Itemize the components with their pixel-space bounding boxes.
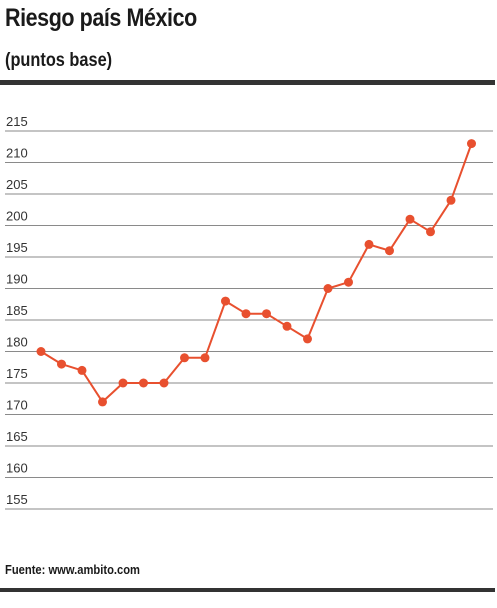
bottom-rule (0, 588, 495, 592)
y-tick-label: 170 (6, 398, 28, 413)
chart-title: Riesgo país México (5, 4, 197, 32)
data-point-8 (200, 353, 210, 363)
data-point-14 (323, 284, 333, 293)
data-point-21 (467, 139, 476, 149)
data-point-15 (344, 277, 353, 287)
data-point-4 (118, 378, 128, 388)
data-point-20 (446, 195, 456, 205)
data-point-5 (139, 378, 148, 388)
top-rule (0, 80, 495, 85)
series-line (40, 143, 473, 403)
data-point-10 (241, 309, 251, 319)
series-line-path (40, 143, 473, 403)
source-note: Fuente: www.ambito.com (5, 562, 141, 577)
data-point-0 (36, 347, 46, 356)
y-tick-label: 165 (6, 429, 28, 444)
y-tick-label: 185 (6, 303, 28, 318)
y-tick-label: 200 (6, 209, 28, 224)
y-tick-label: 210 (6, 146, 28, 161)
data-point-3 (98, 397, 107, 407)
data-point-11 (262, 309, 271, 319)
y-tick-label: 160 (6, 461, 28, 476)
data-point-17 (385, 246, 394, 256)
data-point-16 (364, 239, 374, 249)
y-tick-label: 215 (6, 114, 28, 129)
data-point-6 (159, 378, 169, 388)
chart-subtitle: (puntos base) (5, 50, 113, 71)
y-tick-label: 155 (6, 492, 28, 507)
y-tick-label: 180 (6, 335, 28, 350)
data-point-13 (303, 334, 312, 344)
data-point-2 (77, 365, 87, 375)
data-point-19 (426, 227, 435, 237)
data-point-18 (405, 214, 415, 224)
y-tick-label: 190 (6, 272, 28, 287)
line-chart: 155 160 165 170 175 180 185 190 195 200 205 210 215 (5, 114, 493, 510)
y-tick-label: 195 (6, 240, 28, 255)
y-tick-label: 205 (6, 177, 28, 192)
data-point-1 (57, 359, 66, 369)
y-tick-label: 175 (6, 366, 28, 381)
series-points (36, 139, 476, 407)
data-point-12 (282, 321, 292, 331)
y-tick-labels: 155 160 165 170 175 180 185 190 195 200 205 210 215 (6, 114, 28, 507)
data-point-9 (221, 296, 230, 306)
grid-lines (5, 130, 493, 510)
data-point-7 (180, 353, 189, 363)
